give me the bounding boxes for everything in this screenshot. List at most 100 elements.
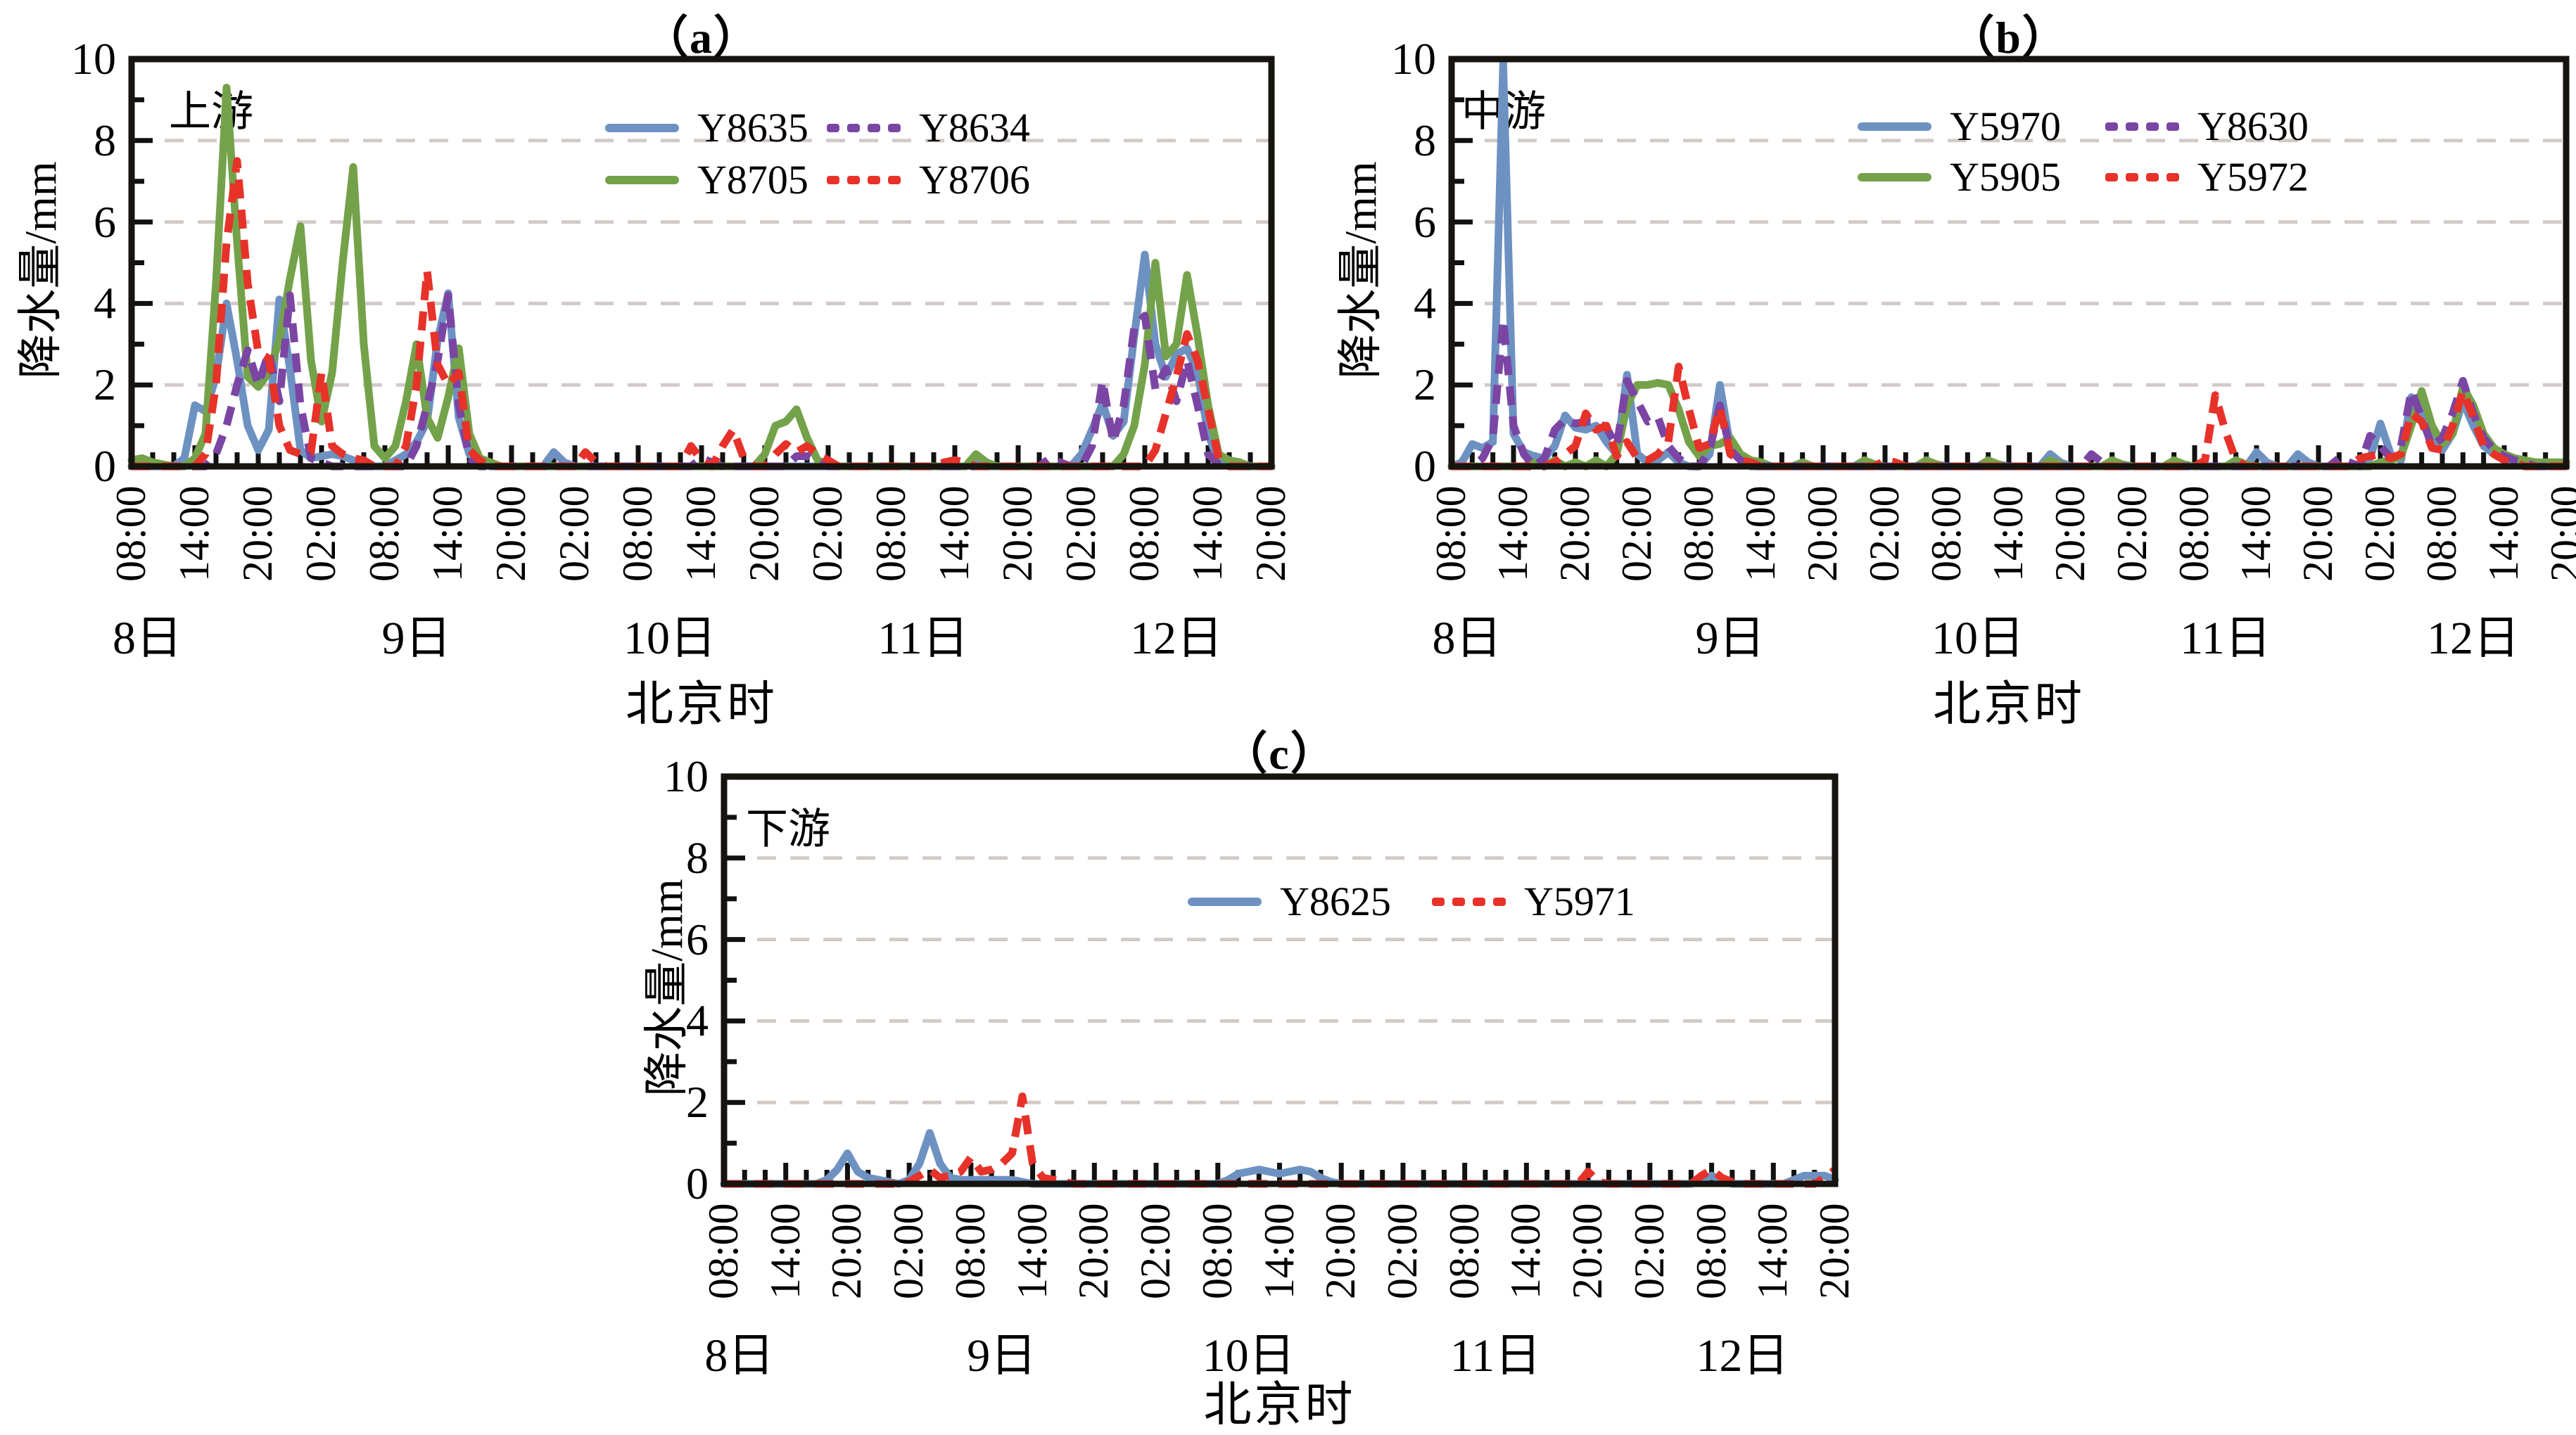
- y-tick-label-0: 0: [1414, 441, 1436, 491]
- x-tick-label: 02:00: [1058, 485, 1104, 582]
- series-line-Y5970: [1447, 59, 2570, 471]
- y-tick-label-0: 0: [686, 1159, 709, 1208]
- x-tick-label: 20:00: [2542, 485, 2576, 582]
- y-tick-label-8: 8: [686, 832, 709, 883]
- legend-label: Y5905: [1950, 154, 2061, 200]
- x-tick-label: 20:00: [823, 1203, 870, 1299]
- x-tick-label: 08:00: [361, 485, 407, 582]
- x-tick-label: 14:00: [761, 1203, 808, 1299]
- x-tick-label: 08:00: [108, 485, 154, 582]
- x-tick-label: 20:00: [1248, 485, 1294, 582]
- x-tick-label: 02:00: [885, 1203, 932, 1299]
- y-axis-title: 降水量/mm: [642, 878, 692, 1097]
- x-tick-label: 08:00: [946, 1203, 994, 1299]
- x-tick-label: 14:00: [1255, 1203, 1302, 1299]
- x-tick-label: 02:00: [1861, 485, 1908, 582]
- region-label: 下游: [746, 806, 830, 853]
- legend-label: Y5972: [2197, 154, 2309, 200]
- legend-swatch-dashed: [1432, 898, 1506, 906]
- x-tick-label: 20:00: [2295, 485, 2341, 582]
- x-tick-label: 20:00: [2047, 485, 2093, 582]
- day-label-8日: 8日: [704, 1330, 775, 1382]
- x-tick-label: 08:00: [1193, 1203, 1241, 1299]
- y-axis-title: 降水量/mm: [1335, 160, 1385, 379]
- plot-frame: [1448, 56, 2570, 470]
- y-tick-label-10: 10: [71, 34, 116, 84]
- x-tick-label: 14:00: [1184, 485, 1231, 582]
- region-label: 上游: [169, 89, 253, 135]
- y-tick-label-4: 4: [94, 278, 116, 329]
- x-tick-label: 14:00: [1737, 485, 1784, 582]
- x-tick-label: 02:00: [2109, 485, 2155, 582]
- day-label-8日: 8日: [113, 613, 182, 664]
- x-tick-label: 14:00: [1008, 1203, 1055, 1299]
- x-tick-label: 14:00: [171, 485, 217, 582]
- x-tick-label: 14:00: [1490, 485, 1536, 582]
- plot-area: [1447, 56, 2570, 471]
- x-tick-label: 08:00: [700, 1203, 747, 1299]
- legend-entry-Y8705: Y8705: [605, 158, 808, 203]
- y-tick-label-2: 2: [94, 359, 116, 410]
- day-label-9日: 9日: [381, 613, 452, 664]
- x-tick-label: 08:00: [2418, 485, 2465, 582]
- series-line-Y8706: [132, 157, 1271, 471]
- y-tick-label-10: 10: [664, 751, 709, 801]
- x-tick-label: 20:00: [488, 485, 534, 582]
- y-tick-label-10: 10: [1391, 34, 1436, 84]
- y-axis-title: 降水量/mm: [15, 160, 65, 379]
- x-tick-label: 08:00: [1428, 485, 1474, 582]
- legend-entry-Y8634: Y8634: [827, 106, 1030, 151]
- series-line-Y5972: [1452, 362, 2566, 471]
- legend-entry-Y8635: Y8635: [605, 106, 808, 151]
- legend-swatch-solid: [605, 176, 679, 184]
- x-axis-title: 北京时: [1203, 1378, 1356, 1431]
- x-axis-title: 北京时: [625, 677, 778, 731]
- legend-entry-Y5972: Y5972: [2105, 155, 2309, 200]
- x-tick-label: 20:00: [1317, 1203, 1364, 1299]
- plot-frame: [721, 773, 1839, 1187]
- x-tick-label: 08:00: [1121, 485, 1167, 582]
- y-tick-label-2: 2: [686, 1077, 709, 1128]
- x-tick-label: 20:00: [1552, 485, 1598, 582]
- x-tick-label: 02:00: [804, 485, 851, 582]
- legend-entry-Y5971: Y5971: [1432, 879, 1635, 924]
- panel-title: （b）: [1949, 13, 2069, 63]
- legend-label: Y8706: [919, 157, 1030, 203]
- series-line-Y8634: [132, 291, 1271, 471]
- x-tick-label: 08:00: [1675, 485, 1722, 582]
- x-tick-label: 08:00: [2171, 485, 2217, 582]
- legend-swatch-dashed: [2105, 173, 2179, 181]
- x-tick-label: 02:00: [1132, 1203, 1179, 1299]
- x-tick-label: 14:00: [1985, 485, 2031, 582]
- x-tick-label: 20:00: [741, 485, 787, 582]
- legend-label: Y8635: [697, 105, 808, 151]
- series-line-Y8625: [720, 1129, 1839, 1188]
- legend-entry-Y8630: Y8630: [2105, 104, 2309, 149]
- x-tick-label: 20:00: [1799, 485, 1846, 582]
- chart-panel-a: （a） 上游 降水量/mm 北京时 0 2 4 6 8 10 08:00 14:00 20:0…: [15, 13, 1294, 731]
- legend-label: Y8630: [2197, 103, 2309, 149]
- x-tick-label: 20:00: [1564, 1203, 1611, 1299]
- legend-swatch-dashed: [827, 124, 901, 132]
- day-label-10日: 10日: [1202, 1330, 1295, 1382]
- region-label: 中游: [1461, 89, 1546, 135]
- day-label-11日: 11日: [877, 613, 969, 664]
- legend-swatch-solid: [1858, 122, 1931, 131]
- legend-label: Y5971: [1524, 879, 1635, 924]
- day-label-12日: 12日: [2427, 613, 2520, 664]
- y-tick-label-6: 6: [1414, 196, 1436, 247]
- legend-entry-Y8625: Y8625: [1188, 879, 1391, 924]
- day-label-9日: 9日: [967, 1330, 1037, 1382]
- series-line-Y5905: [1447, 378, 2570, 471]
- legend-swatch-dashed: [827, 176, 901, 184]
- legend-entry-Y8706: Y8706: [827, 158, 1030, 203]
- legend-label: Y5970: [1950, 103, 2061, 149]
- day-label-11日: 11日: [1449, 1330, 1542, 1382]
- day-label-12日: 12日: [1696, 1330, 1789, 1382]
- x-tick-label: 14:00: [1749, 1203, 1796, 1299]
- y-tick-label-0: 0: [94, 441, 116, 491]
- y-tick-label-8: 8: [1414, 115, 1436, 165]
- x-tick-label: 20:00: [1811, 1203, 1858, 1299]
- day-label-11日: 11日: [2180, 613, 2271, 664]
- x-axis-title: 北京时: [1932, 677, 2086, 731]
